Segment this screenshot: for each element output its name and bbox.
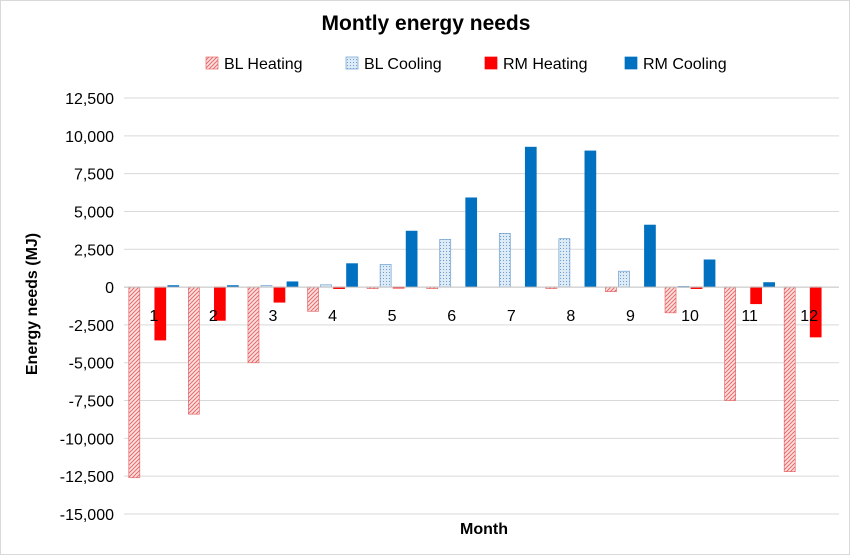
y-tick-label: -2,500 xyxy=(69,318,114,335)
x-category-label: 7 xyxy=(507,308,516,325)
y-tick-label: 0 xyxy=(105,280,114,297)
y-tick-label: 10,000 xyxy=(65,129,114,146)
bar-bl-heating xyxy=(307,286,319,312)
legend-label: RM Heating xyxy=(503,56,587,73)
bar-bl-heating xyxy=(128,286,141,479)
y-axis-ticks: 12,500 10,000 7,500 5,000 2,500 0 -2,500 -5,000… xyxy=(60,91,114,524)
bar-rm-cooling xyxy=(703,259,716,288)
x-axis-categories: 1 2 3 4 5 6 7 8 9 10 11 12 xyxy=(149,308,818,325)
bar-bl-heating xyxy=(724,286,736,401)
bar-rm-cooling xyxy=(465,197,478,288)
bar-bl-heating xyxy=(783,286,796,472)
x-category-label: 1 xyxy=(149,308,158,325)
y-tick-label: 7,500 xyxy=(74,167,114,184)
x-category-label: 2 xyxy=(209,308,218,325)
y-tick-label: 2,500 xyxy=(74,242,114,259)
y-tick-label: -7,500 xyxy=(69,394,114,411)
bar-bl-cooling xyxy=(618,270,630,288)
bar-rm-cooling xyxy=(405,230,418,288)
bar-bl-heating xyxy=(247,286,260,364)
legend-swatch xyxy=(484,56,498,70)
y-tick-label: -15,000 xyxy=(60,507,114,524)
bar-rm-cooling xyxy=(644,224,656,288)
y-tick-label: 12,500 xyxy=(65,91,114,108)
x-category-label: 11 xyxy=(741,308,758,325)
bar-rm-cooling xyxy=(346,263,358,288)
legend-label: BL Cooling xyxy=(364,56,442,73)
bar-bl-cooling xyxy=(439,239,452,288)
x-category-label: 12 xyxy=(800,308,818,325)
bar-rm-cooling xyxy=(286,281,299,288)
bar-rm-heating xyxy=(273,286,286,303)
bar-bl-heating xyxy=(188,286,200,415)
y-tick-label: -12,500 xyxy=(60,469,114,486)
x-category-label: 10 xyxy=(681,308,699,325)
bar-rm-cooling xyxy=(584,150,597,288)
x-category-label: 4 xyxy=(328,308,337,325)
bar-rm-cooling xyxy=(763,282,775,288)
gridlines xyxy=(124,97,839,515)
x-category-label: 6 xyxy=(447,308,456,325)
x-axis-label: Month xyxy=(460,521,508,538)
legend-label: BL Heating xyxy=(224,56,303,73)
bar-bl-cooling xyxy=(498,233,511,288)
x-category-label: 9 xyxy=(626,308,635,325)
bar-bl-heating xyxy=(605,286,617,292)
x-category-label: 5 xyxy=(388,308,397,325)
legend-label: RM Cooling xyxy=(643,56,727,73)
legend-swatch xyxy=(624,56,638,70)
x-category-label: 3 xyxy=(269,308,278,325)
y-axis-label: Energy needs (MJ) xyxy=(24,233,41,375)
legend-swatch xyxy=(345,56,359,70)
x-category-label: 8 xyxy=(566,308,575,325)
chart-title: Montly energy needs xyxy=(322,12,531,35)
y-tick-label: -5,000 xyxy=(69,356,114,373)
legend: BL Heating BL Cooling RM Heating RM Cooling xyxy=(205,56,727,73)
bar-bl-cooling xyxy=(379,264,392,288)
legend-swatch xyxy=(205,56,219,70)
y-tick-label: 5,000 xyxy=(74,204,114,221)
bars xyxy=(128,146,822,479)
y-tick-label: -10,000 xyxy=(60,431,114,448)
bar-bl-heating xyxy=(664,286,677,314)
bar-bl-cooling xyxy=(558,238,571,288)
bar-rm-heating xyxy=(750,286,762,305)
bar-rm-cooling xyxy=(524,146,537,288)
